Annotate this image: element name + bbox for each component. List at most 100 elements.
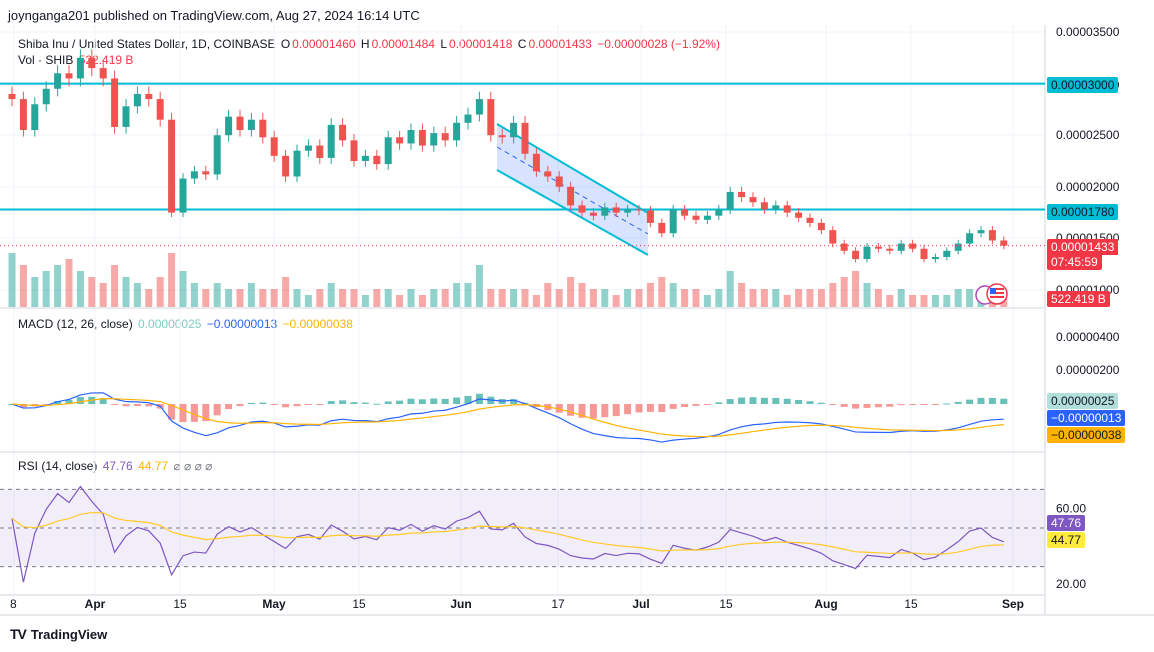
volume-bar xyxy=(601,289,609,307)
candle xyxy=(817,222,825,231)
volume-bar xyxy=(418,295,426,307)
macd-hist-bar xyxy=(418,399,426,404)
volume-bar xyxy=(544,283,552,307)
candle xyxy=(897,243,905,251)
candle xyxy=(76,57,84,79)
volume-bar xyxy=(396,295,404,307)
rsi-legend: RSI (14, close) 47.76 44.77 ⌀ ⌀ ⌀ ⌀ xyxy=(18,459,214,473)
rsi-value: 47.76 xyxy=(102,459,133,473)
macd-hist-bar xyxy=(795,399,803,404)
candle xyxy=(133,93,141,107)
candle xyxy=(669,209,677,234)
y-tick-label: 0.00002000 xyxy=(1056,180,1120,194)
volume-bar xyxy=(76,271,84,307)
volume-bar xyxy=(886,295,894,307)
macd-hist-bar xyxy=(259,402,267,404)
volume-bar xyxy=(133,283,141,307)
x-tick-label: Jun xyxy=(450,597,471,611)
macd-hist-bar xyxy=(749,397,757,404)
macd-line-tag: −0.00000013 xyxy=(1047,410,1126,426)
candle xyxy=(54,73,62,89)
volume-bar xyxy=(156,277,164,307)
volume-bar xyxy=(42,271,50,307)
volume-bar xyxy=(669,283,677,307)
macd-hist-bar xyxy=(407,398,415,404)
volume-bar xyxy=(65,259,73,307)
macd-hist-bar xyxy=(909,404,917,405)
candle xyxy=(703,215,711,220)
macd-hist-bar xyxy=(817,402,825,404)
symbol-title[interactable]: Shiba Inu / United States Dollar, 1D, CO… xyxy=(18,37,276,51)
macd-hist-bar xyxy=(99,398,107,404)
volume-bar xyxy=(293,289,301,307)
volume-bar xyxy=(202,289,210,307)
volume-bar xyxy=(304,295,312,307)
macd-hist-bar xyxy=(567,404,575,416)
macd-signal-value: −0.00000038 xyxy=(282,317,353,331)
macd-hist-bar xyxy=(54,401,62,404)
tradingview-logo-icon: TV xyxy=(10,626,27,642)
macd-hist-bar xyxy=(1000,398,1008,404)
candle xyxy=(31,104,39,131)
candle xyxy=(475,99,483,115)
volume-bar xyxy=(555,289,563,307)
volume-bar xyxy=(259,289,267,307)
volume-bar xyxy=(498,289,506,307)
volume-bar xyxy=(88,277,96,307)
close-label: C xyxy=(517,37,527,51)
candle xyxy=(407,130,415,144)
volume-bar xyxy=(726,271,734,307)
volume-bar xyxy=(966,289,974,307)
low-value: 0.00001418 xyxy=(449,37,513,51)
volume-legend: Vol · SHIB 522.419 B xyxy=(18,53,135,67)
candle xyxy=(715,209,723,216)
candle xyxy=(931,256,939,260)
volume-bar xyxy=(874,289,882,307)
macd-hist-bar xyxy=(977,397,985,404)
flag-icon[interactable] xyxy=(975,283,1008,305)
macd-hist-bar xyxy=(384,401,392,404)
macd-title[interactable]: MACD (12, 26, close) xyxy=(18,317,133,331)
candle xyxy=(738,191,746,198)
candle xyxy=(42,88,50,105)
candle xyxy=(840,243,848,251)
volume-label[interactable]: Vol · SHIB xyxy=(18,53,74,67)
volume-bar xyxy=(646,283,654,307)
candle xyxy=(65,73,73,79)
volume-bar xyxy=(635,289,643,307)
candle xyxy=(920,248,928,260)
volume-bar xyxy=(247,283,255,307)
candle xyxy=(681,209,689,216)
volume-bar xyxy=(772,289,780,307)
macd-hist-bar xyxy=(202,404,210,422)
chart-canvas[interactable]: 0.00003500 0.00003000 0.00002500 0.00002000… xyxy=(0,25,1154,621)
volume-bar xyxy=(145,289,153,307)
candle xyxy=(658,222,666,234)
rsi-ma-line xyxy=(11,511,1004,555)
macd-hist-bar xyxy=(111,404,119,405)
y-tick-label: 0.00002500 xyxy=(1056,128,1120,142)
x-tick-label: 15 xyxy=(904,597,918,611)
macd-hist-bar xyxy=(738,397,746,404)
macd-hist-bar xyxy=(954,401,962,404)
volume-bar xyxy=(361,295,369,307)
x-tick-label: Apr xyxy=(85,597,106,611)
volume-bar xyxy=(840,277,848,307)
macd-hist-tag: 0.00000025 xyxy=(1047,393,1119,409)
macd-hist-bar xyxy=(555,404,563,413)
footer-brand[interactable]: TV TradingView xyxy=(10,626,107,642)
macd-hist-bar xyxy=(874,404,882,408)
candle xyxy=(168,119,176,213)
macd-hist-bar xyxy=(726,399,734,404)
signal-line xyxy=(11,398,1004,438)
macd-hist-bar xyxy=(304,404,312,405)
volume-bar xyxy=(612,295,620,307)
volume-bar xyxy=(806,289,814,307)
candle xyxy=(453,122,461,141)
open-value: 0.00001460 xyxy=(292,37,356,51)
candle xyxy=(726,191,734,210)
candle xyxy=(589,212,597,216)
volume-bar xyxy=(270,289,278,307)
rsi-title[interactable]: RSI (14, close) xyxy=(18,459,98,473)
candle xyxy=(213,135,221,175)
